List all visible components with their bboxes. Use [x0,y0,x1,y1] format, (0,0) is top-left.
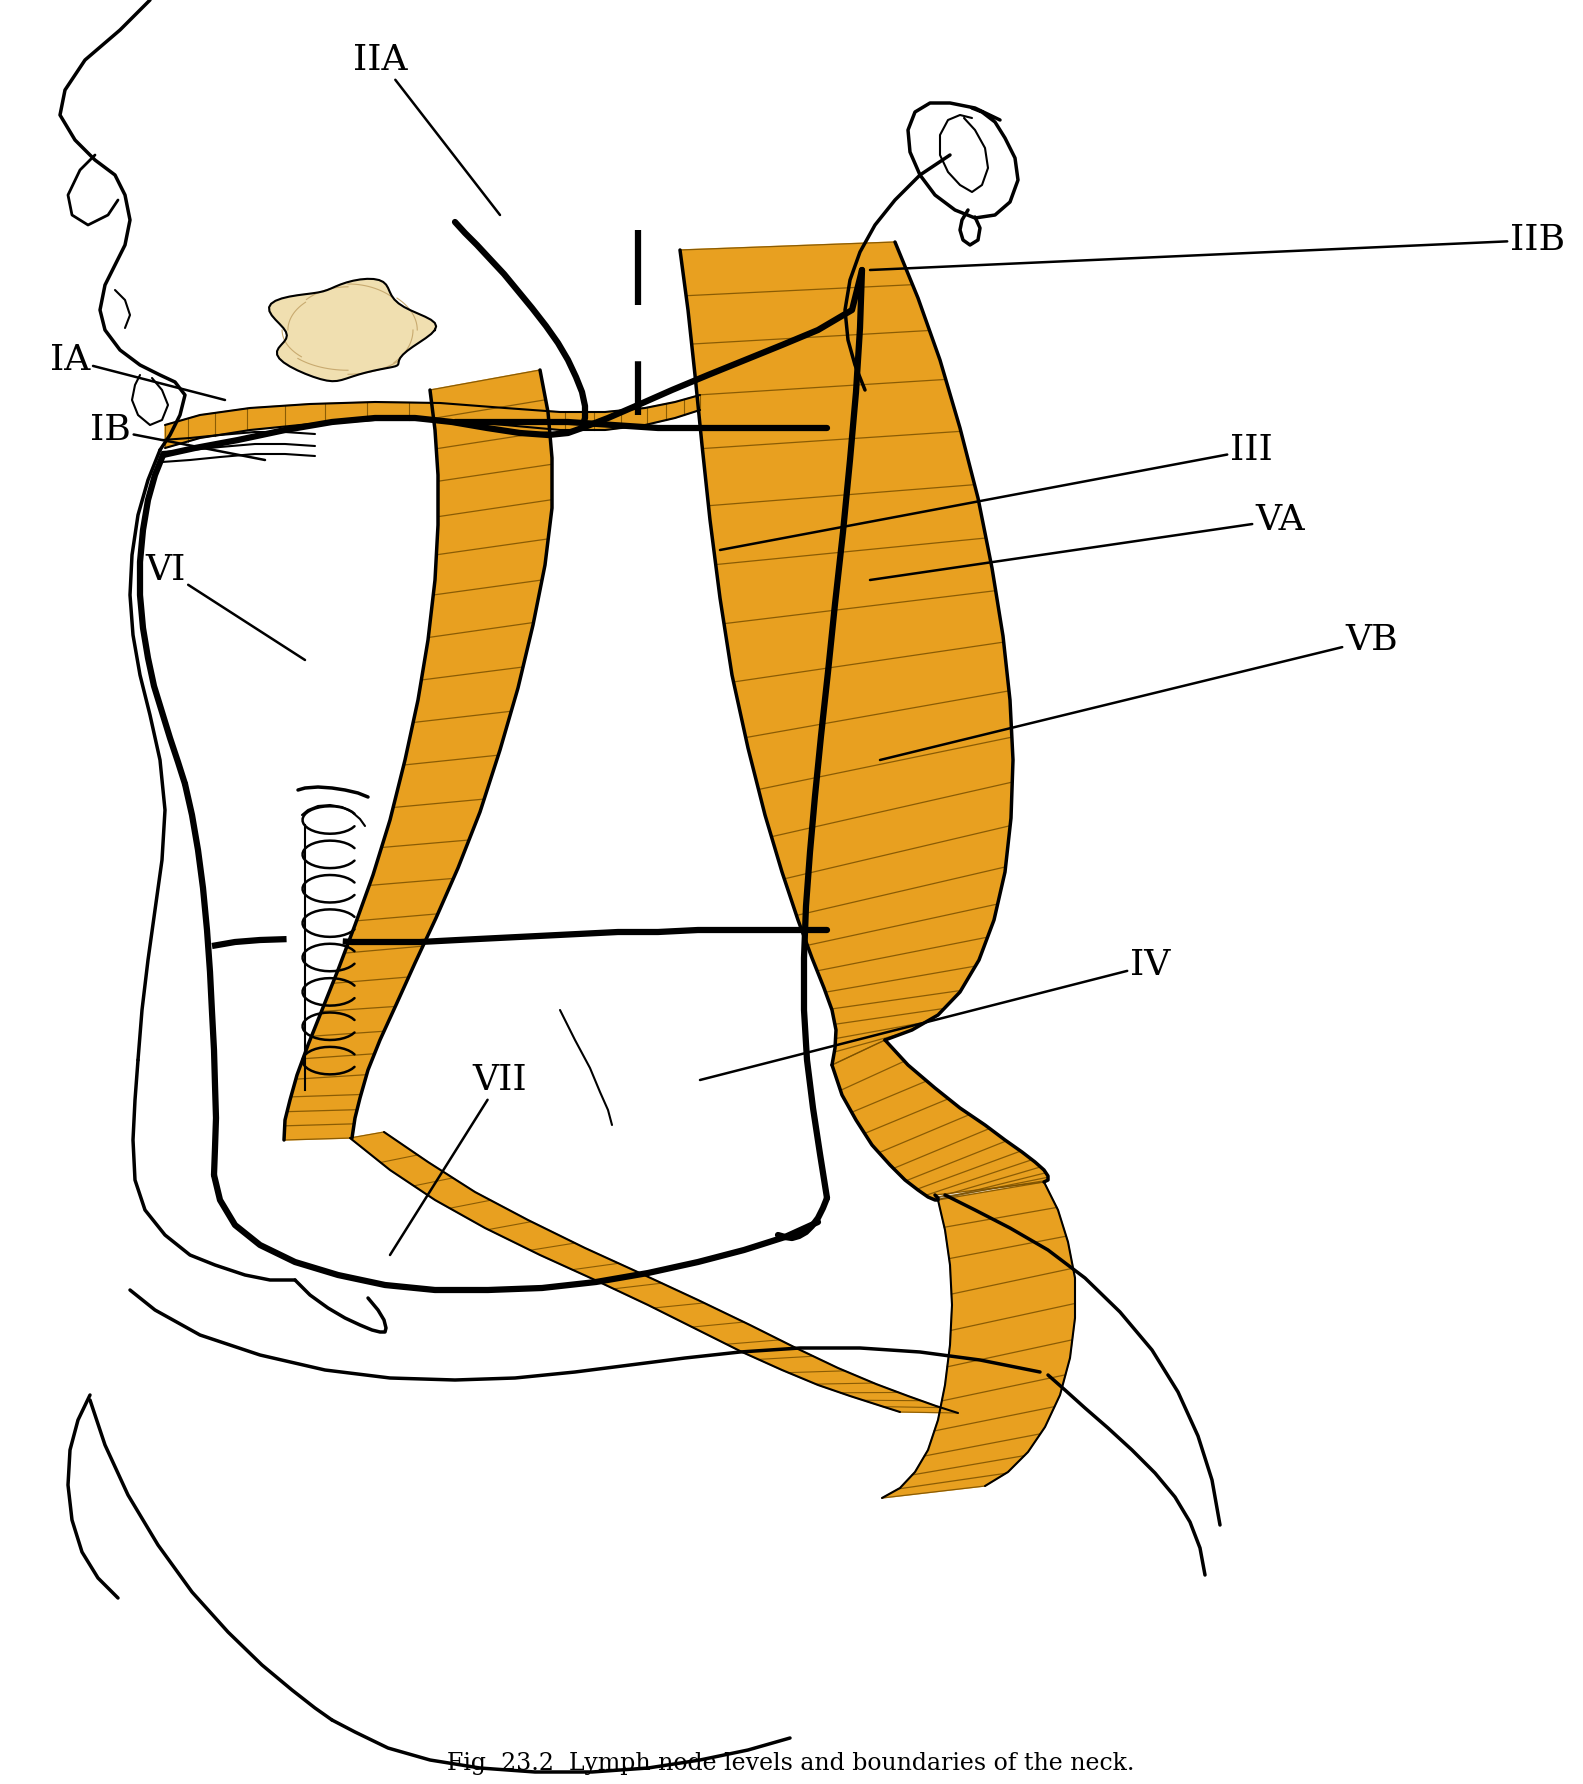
Polygon shape [833,1040,1048,1201]
Text: III: III [720,434,1273,549]
Text: IV: IV [700,947,1170,1079]
Text: IIB: IIB [871,223,1566,269]
Text: IIA: IIA [353,43,500,216]
Text: VII: VII [389,1063,527,1254]
Text: VB: VB [880,623,1398,760]
Text: IA: IA [51,343,225,400]
Polygon shape [269,278,437,382]
Polygon shape [350,1133,958,1413]
Polygon shape [165,394,700,448]
Polygon shape [681,243,1013,1065]
Polygon shape [283,369,552,1140]
Text: VA: VA [871,503,1304,580]
Text: VI: VI [146,553,306,660]
Text: Fig. 23.2  Lymph node levels and boundaries of the neck.: Fig. 23.2 Lymph node levels and boundari… [448,1752,1135,1775]
Text: IB: IB [90,414,264,460]
Polygon shape [882,1183,1075,1499]
